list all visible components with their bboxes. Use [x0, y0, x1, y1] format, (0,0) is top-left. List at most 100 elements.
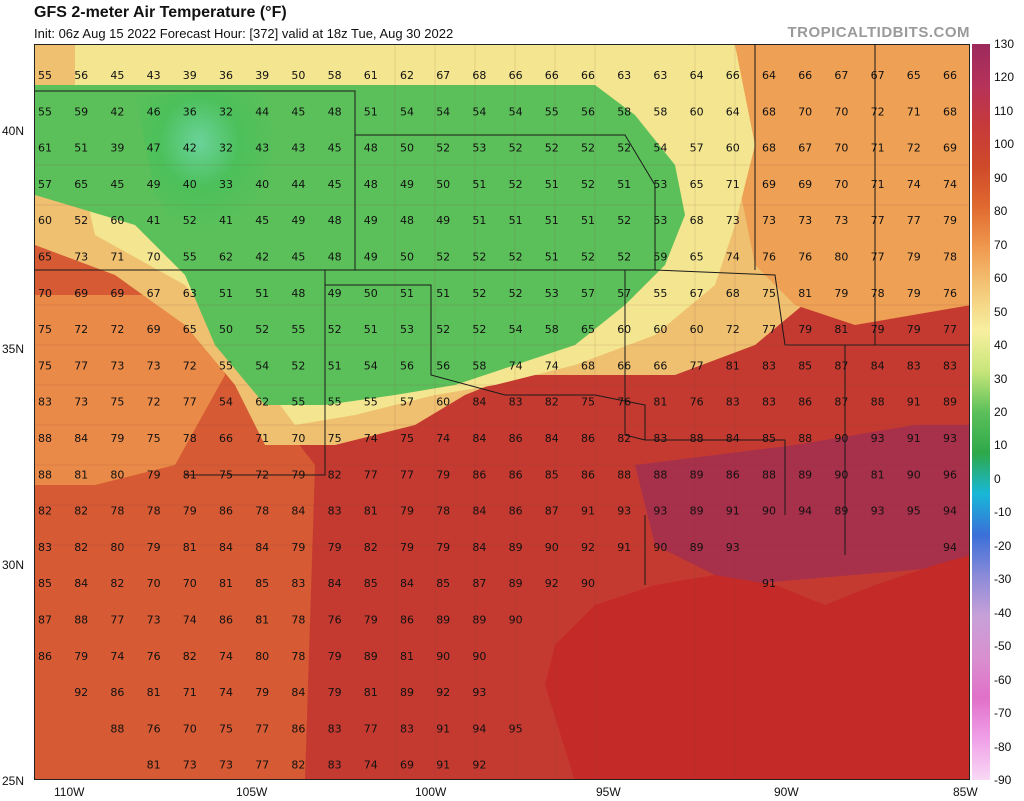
temperature-value: 81: [798, 287, 812, 300]
temperature-value: 69: [74, 287, 88, 300]
temperature-value: 51: [255, 287, 269, 300]
temperature-value: 72: [110, 323, 124, 336]
temperature-value: 40: [183, 178, 197, 191]
temperature-value: 79: [400, 505, 414, 518]
temperature-value: 69: [798, 178, 812, 191]
header: GFS 2-meter Air Temperature (°F) Init: 0…: [0, 0, 1024, 44]
temperature-value: 77: [183, 396, 197, 409]
temperature-value: 51: [545, 178, 559, 191]
temperature-value: 73: [74, 251, 88, 264]
temperature-value: 77: [364, 722, 378, 735]
temperature-value: 79: [147, 541, 161, 554]
temperature-value: 45: [255, 214, 269, 227]
temperature-value: 88: [798, 432, 812, 445]
temperature-value: 81: [255, 614, 269, 627]
temperature-value: 49: [328, 287, 342, 300]
temperature-value: 78: [255, 505, 269, 518]
temperature-value: 36: [183, 105, 197, 118]
temperature-value: 51: [328, 359, 342, 372]
temperature-value: 84: [726, 432, 740, 445]
temperature-value: 75: [110, 396, 124, 409]
temperature-value: 79: [255, 686, 269, 699]
temperature-value: 82: [328, 468, 342, 481]
temperature-value: 75: [400, 432, 414, 445]
temperature-value: 82: [617, 432, 631, 445]
temperature-value: 56: [581, 105, 595, 118]
temperature-value: 75: [38, 359, 52, 372]
temperature-value: 89: [943, 396, 957, 409]
lat-label: 30N: [2, 558, 25, 572]
temperature-value: 72: [907, 142, 921, 155]
temperature-value: 87: [472, 577, 486, 590]
lon-label: 105W: [236, 785, 268, 799]
temperature-value: 52: [545, 142, 559, 155]
temperature-value: 51: [581, 214, 595, 227]
temperature-value: 39: [183, 69, 197, 82]
temperature-value: 48: [364, 142, 378, 155]
temperature-value: 42: [183, 142, 197, 155]
temperature-value: 54: [219, 396, 233, 409]
temperature-value: 86: [509, 468, 523, 481]
temperature-value: 77: [943, 323, 957, 336]
temperature-value: 60: [110, 214, 124, 227]
temperature-value: 52: [581, 178, 595, 191]
temperature-value: 45: [328, 142, 342, 155]
temperature-value: 45: [110, 69, 124, 82]
temperature-value: 51: [364, 105, 378, 118]
lat-label: 40N: [2, 124, 25, 138]
temperature-value: 83: [400, 722, 414, 735]
temperature-value: 77: [690, 359, 704, 372]
temperature-value: 55: [291, 396, 305, 409]
temperature-value: 49: [364, 214, 378, 227]
temperature-value: 84: [871, 359, 885, 372]
temperature-value: 51: [219, 287, 233, 300]
temperature-value: 68: [472, 69, 486, 82]
lon-label: 110W: [54, 785, 85, 799]
temperature-value: 86: [38, 650, 52, 663]
temperature-value: 71: [726, 178, 740, 191]
temperature-value: 90: [545, 541, 559, 554]
temperature-value: 55: [545, 105, 559, 118]
colorbar-tick-label: 120: [994, 70, 1015, 85]
temperature-value: 48: [328, 105, 342, 118]
temperature-value: 83: [328, 759, 342, 772]
temperature-value: 81: [871, 468, 885, 481]
temperature-value: 71: [871, 142, 885, 155]
temperature-value: 79: [400, 541, 414, 554]
temperature-value: 43: [291, 142, 305, 155]
temperature-value: 60: [726, 142, 740, 155]
temperature-value: 79: [328, 541, 342, 554]
temperature-value: 66: [581, 69, 595, 82]
temperature-value: 50: [400, 251, 414, 264]
temperature-value: 76: [943, 287, 957, 300]
temperature-value: 58: [472, 359, 486, 372]
temperature-value: 83: [762, 359, 776, 372]
temperature-value: 74: [943, 178, 957, 191]
temperature-value: 45: [291, 105, 305, 118]
temperature-value: 64: [690, 69, 704, 82]
temperature-value: 85: [364, 577, 378, 590]
temperature-value: 52: [617, 251, 631, 264]
temperature-value: 89: [509, 577, 523, 590]
temperature-value: 83: [328, 722, 342, 735]
temperature-value: 73: [798, 214, 812, 227]
temperature-value: 52: [183, 214, 197, 227]
temperature-value: 85: [255, 577, 269, 590]
temperature-value: 70: [147, 577, 161, 590]
temperature-value: 80: [110, 541, 124, 554]
colorbar-tick-label: -70: [994, 706, 1012, 721]
temperature-value: 76: [690, 396, 704, 409]
temperature-value: 92: [74, 686, 88, 699]
temperature-value: 92: [436, 686, 450, 699]
temperature-value: 49: [400, 178, 414, 191]
temperature-value: 90: [509, 614, 523, 627]
colorbar-tick-label: -60: [994, 672, 1012, 687]
temperature-value: 76: [617, 396, 631, 409]
temperature-value: 65: [38, 251, 52, 264]
temperature-value: 52: [581, 251, 595, 264]
temperature-value: 79: [328, 650, 342, 663]
temperature-value: 79: [436, 468, 450, 481]
temperature-value: 75: [581, 396, 595, 409]
temperature-value: 79: [943, 214, 957, 227]
colorbar-tick-label: 100: [994, 137, 1015, 152]
